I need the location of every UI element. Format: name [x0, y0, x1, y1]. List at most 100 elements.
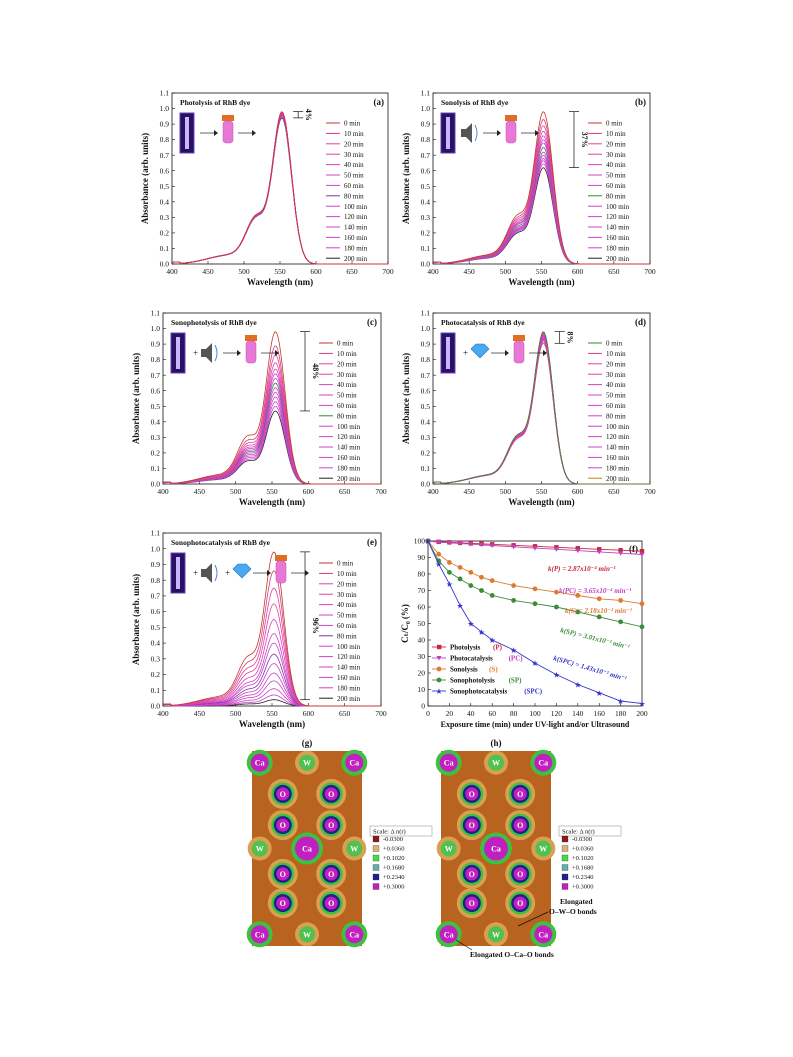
atom-core [324, 818, 338, 832]
data-point [618, 619, 623, 625]
y-tick-label: 0.3 [421, 433, 431, 442]
y-tick-label: 0.1 [151, 686, 161, 695]
y-tick-label: 0.7 [421, 371, 431, 380]
x-tick-label: 500 [230, 487, 242, 496]
panel-e: 0.0 0.1 0.2 0.3 0.4 0.5 0.6 0.7 0.8 0.9 1.0 1.1 400 4… [131, 529, 387, 729]
density-contour [440, 840, 457, 857]
plus-icon: + [193, 568, 198, 578]
x-tick-label: 450 [194, 487, 206, 496]
scale-swatch [561, 854, 569, 862]
atom-label: W [256, 845, 264, 854]
legend-label: 160 min [606, 454, 630, 462]
rate-constant-label: k(PC) = 3.65x10⁻⁴ min⁻¹ [559, 587, 631, 595]
data-point [554, 589, 559, 595]
atom-core [484, 836, 508, 861]
x-tick-label: 600 [572, 487, 584, 496]
atom-core [276, 896, 290, 910]
panel-label: (g) [302, 738, 313, 748]
legend-label: 60 min [606, 182, 626, 190]
y-axis-label: Absorbance (arb. units) [131, 353, 141, 444]
data-point [511, 583, 516, 588]
data-point [596, 596, 602, 602]
degradation-annotation: 4% [304, 109, 313, 121]
legend-label: 180 min [337, 684, 361, 692]
atom-core [465, 867, 479, 881]
panel-label: (b) [635, 97, 646, 107]
legend-label: 200 min [606, 475, 630, 483]
atom-label: O [469, 899, 475, 908]
data-point: ★ [617, 697, 624, 706]
sound-wave-icon [214, 344, 218, 362]
data-point [468, 542, 474, 547]
scale-swatch [372, 854, 380, 862]
data-point: ★ [531, 659, 538, 668]
y-tick-label: 0.0 [151, 702, 161, 711]
legend-label: 120 min [337, 653, 361, 661]
legend-label: Sonolysis [450, 666, 478, 674]
scale-swatch [561, 845, 569, 852]
data-point [489, 578, 495, 583]
spectrum-line [432, 111, 650, 265]
plus-icon: + [193, 348, 198, 358]
y-axis-label: Cₜ/C₀ (%) [400, 604, 410, 643]
data-point [639, 624, 645, 630]
y-tick-label: 0.7 [151, 592, 161, 601]
y-tick-label: 1.1 [151, 309, 161, 318]
y-tick-label: 0.0 [160, 260, 170, 269]
data-point [639, 549, 645, 554]
y-tick-label: 0.1 [160, 244, 170, 253]
panel-f: 0 10 20 30 40 50 60 70 80 90 100 0 20 40 60 80 100 120 140… [400, 537, 648, 729]
panel-d: 0.0 0.1 0.2 0.3 0.4 0.5 0.6 0.7 0.8 0.9 1.0 1.1 400 4… [401, 309, 656, 507]
y-tick-label: 0.6 [151, 607, 161, 616]
y-tick-label: 0.9 [151, 560, 161, 569]
panel-label: (c) [367, 317, 377, 327]
y-tick-label: 40 [418, 636, 426, 645]
y-tick-label: 0.0 [151, 480, 161, 489]
panel-label: (e) [367, 537, 377, 547]
y-tick-label: 0.5 [160, 182, 170, 191]
arrow-head-icon [267, 570, 271, 576]
x-tick-label: 550 [536, 487, 548, 496]
data-point [532, 586, 538, 592]
data-point [479, 574, 484, 580]
atom-label: O [517, 790, 523, 799]
x-tick-label: 650 [608, 267, 620, 276]
uv-lamp-glow-icon [185, 117, 189, 149]
data-point [575, 593, 581, 598]
x-tick-label: 600 [572, 267, 584, 276]
y-tick-label: 0.6 [421, 386, 431, 395]
legend-label: Photocatalysis [450, 655, 493, 663]
legend-label: 30 min [606, 151, 626, 159]
annotation-text: Elongated O–Ca–O bonds [470, 950, 554, 959]
data-point [618, 548, 623, 553]
data-point [639, 601, 645, 607]
y-tick-label: 1.0 [151, 544, 161, 553]
x-tick-label: 700 [382, 267, 394, 276]
scale-swatch [372, 864, 380, 871]
panel-label: (a) [374, 97, 385, 107]
data-point [553, 547, 559, 552]
y-tick-label: 0.7 [160, 151, 170, 160]
x-tick-label: 650 [339, 709, 351, 718]
data-point [639, 552, 645, 558]
atom-core [345, 925, 364, 944]
y-tick-label: 0.2 [421, 229, 431, 238]
x-axis-label: Wavelength (nm) [508, 497, 574, 507]
x-tick-label: 650 [339, 487, 351, 496]
density-contour [488, 926, 504, 943]
x-tick-label: 400 [166, 267, 178, 276]
atom-label: O [469, 870, 475, 879]
legend-tag: (SP) [509, 677, 522, 685]
y-tick-label: 0.5 [151, 402, 161, 411]
atom-core [439, 753, 458, 772]
x-tick-label: 140 [572, 709, 584, 718]
legend-label: 0 min [606, 340, 623, 348]
density-contour [535, 840, 552, 857]
legend-label: 100 min [344, 203, 368, 211]
legend-marker [437, 644, 442, 650]
data-point [597, 547, 602, 552]
legend-marker [436, 666, 442, 672]
legend-label: 80 min [606, 192, 626, 200]
data-point: ★ [510, 646, 517, 655]
speaker-icon [201, 563, 212, 583]
